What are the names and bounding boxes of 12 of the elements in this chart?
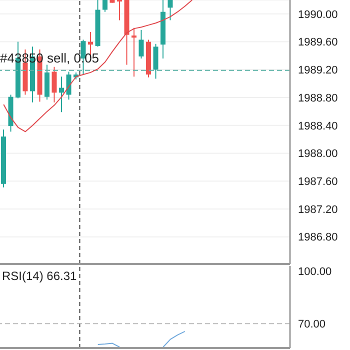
chart-title: RSI(14) 66.31 — [2, 269, 77, 283]
y-tick-label: 1988.00 — [298, 148, 338, 160]
y-tick-label: 1986.80 — [298, 232, 338, 244]
y-tick-label: 1989.60 — [298, 36, 338, 49]
y-tick-label: 1989.20 — [298, 64, 338, 77]
y-tick-label: 1988.80 — [298, 92, 338, 104]
y-tick-label: 1987.60 — [298, 176, 338, 188]
y-tick-label: 1987.20 — [298, 204, 338, 216]
y-tick-label: 70.00 — [298, 318, 326, 330]
y-tick-label: 100.00 — [298, 266, 332, 278]
y-tick-label: 1990.00 — [298, 8, 338, 21]
y-tick-label: 1988.40 — [298, 120, 338, 132]
